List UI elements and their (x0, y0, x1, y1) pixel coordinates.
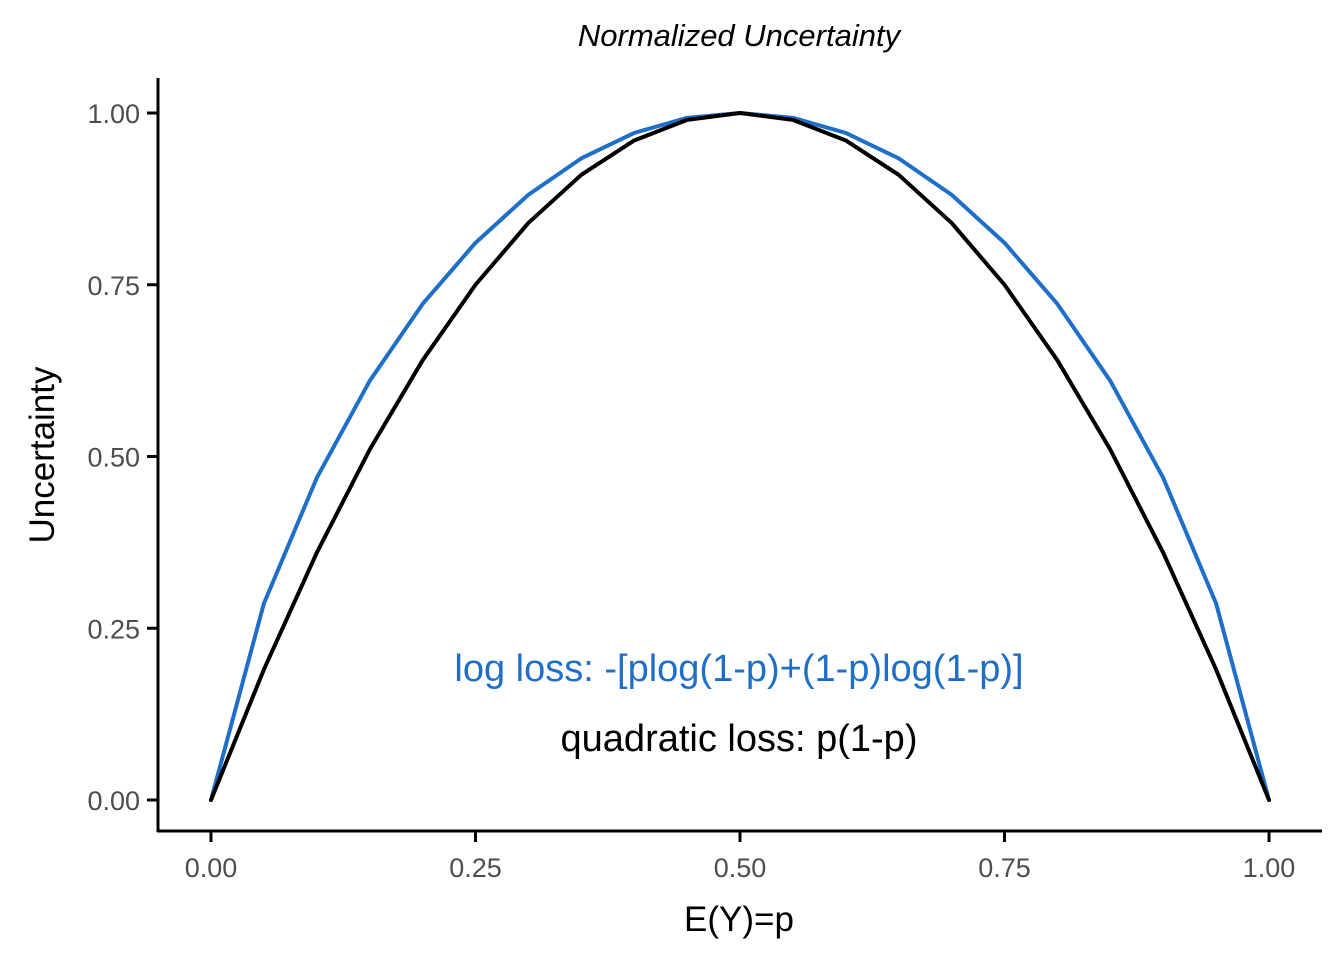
x-tick-label: 1.00 (1243, 853, 1296, 883)
annotation-log-loss: log loss: -[plog(1-p)+(1-p)log(1-p)] (454, 648, 1023, 690)
series-layer (209, 111, 1271, 802)
x-tick-label: 0.25 (449, 853, 502, 883)
x-axis-ticks: 0.00 0.25 0.50 0.75 1.00 (185, 832, 1296, 883)
x-tick-label: 0.50 (714, 853, 767, 883)
annotation-quadratic-loss: quadratic loss: p(1-p) (561, 718, 918, 760)
x-tick-label: 0.00 (185, 853, 238, 883)
y-tick-label: 0.75 (87, 271, 140, 301)
y-tick-label: 0.50 (87, 443, 140, 473)
x-tick-label: 0.75 (978, 853, 1031, 883)
y-axis-ticks: 0.00 0.25 0.50 0.75 1.00 (87, 99, 157, 816)
y-tick-label: 0.00 (87, 786, 140, 816)
y-tick-label: 0.25 (87, 614, 140, 644)
y-axis-title: Uncertainty (23, 366, 62, 544)
y-tick-label: 1.00 (87, 99, 140, 129)
x-axis-title: E(Y)=p (684, 900, 794, 939)
series-line-log (209, 111, 1271, 802)
series-line-quadratic (209, 111, 1271, 802)
chart-title: Normalized Uncertainty (578, 18, 903, 53)
